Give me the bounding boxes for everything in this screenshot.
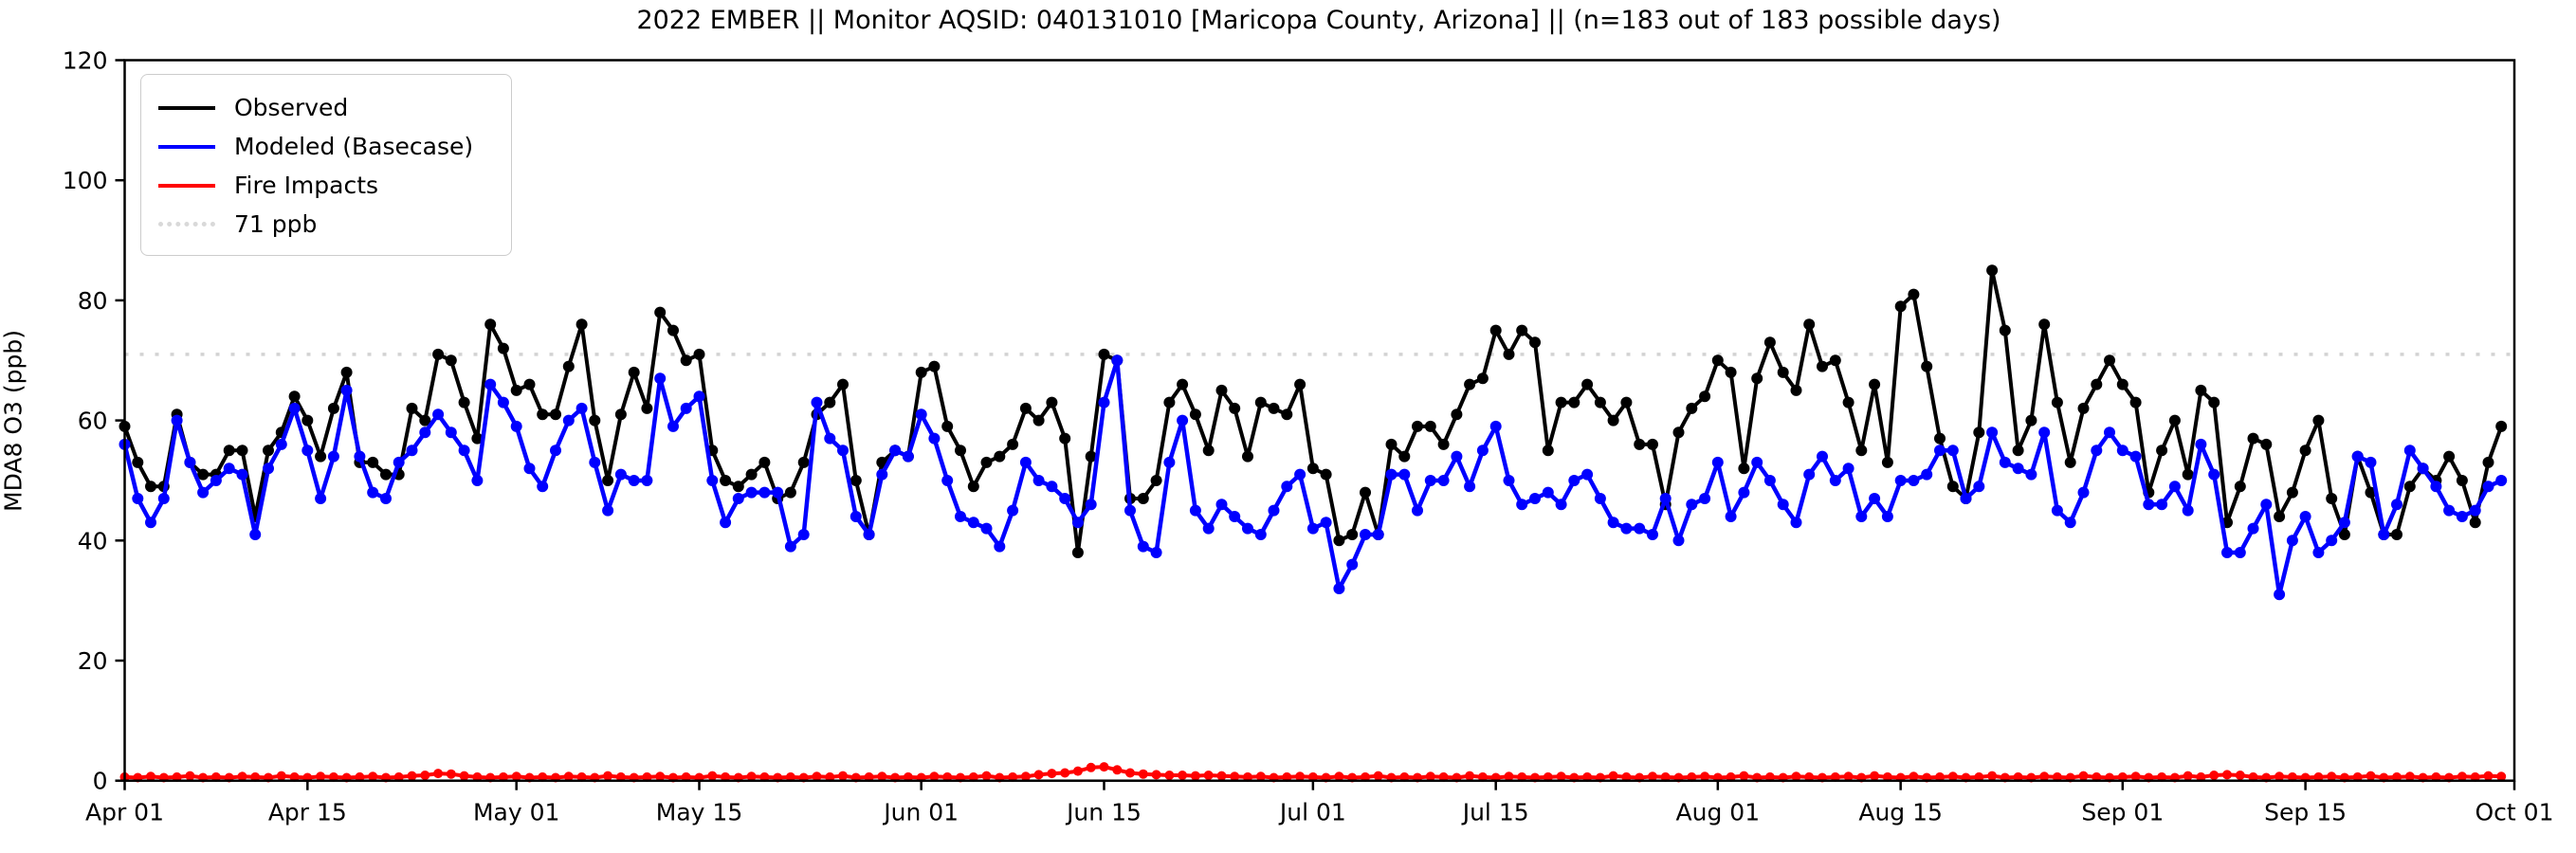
y-tick-label: 40 xyxy=(78,527,108,554)
legend-label-modeled: Modeled (Basecase) xyxy=(234,133,474,160)
fire-line-sample xyxy=(158,183,215,188)
legend-label-observed: Observed xyxy=(234,94,349,121)
y-tick-label: 20 xyxy=(78,647,108,675)
x-tick-label: May 15 xyxy=(656,799,742,826)
legend-label-threshold: 71 ppb xyxy=(234,210,318,238)
y-tick-label: 0 xyxy=(93,768,108,795)
legend-row-observed: Observed xyxy=(158,88,492,127)
legend-row-threshold: 71 ppb xyxy=(158,205,492,244)
legend: Observed Modeled (Basecase) Fire Impacts… xyxy=(140,74,512,256)
x-tick-label: Sep 15 xyxy=(2264,799,2347,826)
modeled-line-sample xyxy=(158,144,215,149)
x-tick-label: Oct 01 xyxy=(2476,799,2554,826)
x-tick-label: Aug 15 xyxy=(1858,799,1943,826)
x-tick-label: Jun 01 xyxy=(882,799,959,826)
series-modeled-basecase- xyxy=(119,354,2508,601)
chart-title: 2022 EMBER || Monitor AQSID: 040131010 [… xyxy=(636,6,2001,35)
y-tick-label: 100 xyxy=(63,167,108,194)
threshold-line-sample xyxy=(158,222,215,227)
legend-label-fire: Fire Impacts xyxy=(234,172,379,199)
y-tick-label: 80 xyxy=(78,287,108,315)
x-tick-label: Sep 01 xyxy=(2081,799,2164,826)
series-fire-impacts xyxy=(119,762,2507,783)
x-axis-ticks: Apr 01 Apr 15 May 01 May 15 Jun 01 Jun 15 Jul … xyxy=(85,780,2554,826)
legend-row-modeled: Modeled (Basecase) xyxy=(158,127,492,166)
legend-row-fire: Fire Impacts xyxy=(158,166,492,205)
y-tick-label: 60 xyxy=(78,408,108,435)
x-tick-label: Apr 15 xyxy=(268,799,347,826)
y-tick-label: 120 xyxy=(63,47,108,75)
x-tick-label: Jul 15 xyxy=(1461,799,1529,826)
x-tick-label: Jun 15 xyxy=(1065,799,1142,826)
series-observed xyxy=(119,264,2508,558)
x-tick-label: Apr 01 xyxy=(85,799,164,826)
x-tick-label: Jul 01 xyxy=(1278,799,1346,826)
x-tick-label: May 01 xyxy=(473,799,559,826)
x-tick-label: Aug 01 xyxy=(1676,799,1761,826)
observed-line-sample xyxy=(158,105,215,110)
y-axis-ticks: 0 20 40 60 80 100 120 xyxy=(63,47,125,795)
